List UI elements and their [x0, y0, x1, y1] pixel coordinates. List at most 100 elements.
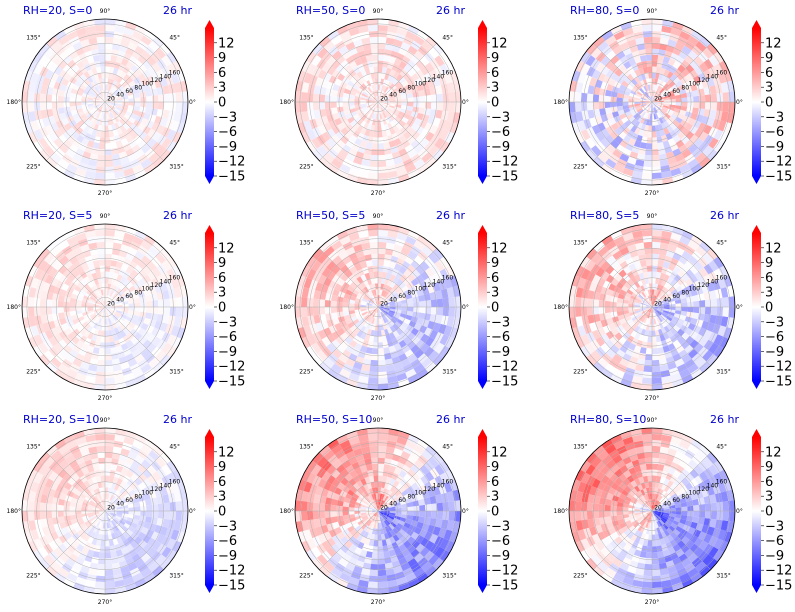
angle-tick-label: 180° [7, 99, 21, 106]
angular-gridline [593, 306, 653, 366]
radial-tick-label: 80 [681, 84, 689, 91]
colorbar-tick-label: 9 [491, 460, 499, 475]
colorbar-tick-label: 9 [218, 460, 226, 475]
radial-tick-label: 140 [707, 482, 719, 489]
colorbar-tick-label: 3 [765, 81, 773, 96]
radial-tick-label: 160 [442, 479, 454, 486]
colorbar-tick-label: 12 [218, 36, 235, 51]
polar-panel: 0°45°90°135°180°225°270°315°204060801001… [7, 4, 246, 197]
panel-time-label: 26 hr [436, 209, 465, 222]
angle-tick-label: 90° [100, 417, 111, 424]
colorbar-gradient [752, 233, 761, 381]
polar-frame [294, 18, 462, 186]
angle-tick-label: 315° [716, 368, 730, 375]
angle-tick-label: 90° [100, 8, 111, 15]
radial-tick-label: 140 [707, 278, 719, 285]
angle-tick-label: 90° [647, 8, 658, 15]
radial-tick-label: 120 [151, 282, 163, 289]
radial-tick-label: 60 [672, 497, 680, 504]
colorbar-tick-label: −12 [765, 360, 792, 375]
angle-tick-label: 90° [647, 213, 658, 220]
colorbar-tick-label: −6 [765, 330, 784, 345]
angular-gridline [104, 43, 164, 103]
angular-gridline [46, 101, 106, 161]
radial-tick-label: 40 [116, 92, 124, 99]
colorbar-tick-label: −3 [218, 110, 237, 125]
colorbar-tick-label: 0 [218, 505, 226, 520]
polar-panel: 0°45°90°135°180°225°270°315°204060801001… [280, 4, 519, 197]
radial-tick-label: 40 [389, 92, 397, 99]
colorbar-tick-label: 3 [765, 286, 773, 301]
colorbar-tick-label: −15 [491, 170, 518, 185]
colorbar-extend-max [478, 225, 487, 233]
polar-panel: 0°45°90°135°180°225°270°315°204060801001… [7, 413, 246, 606]
colorbar-tick-label: 6 [218, 271, 226, 286]
colorbar-tick-label: −15 [218, 375, 245, 390]
panel-time-label: 26 hr [163, 4, 192, 17]
radial-tick-label: 140 [433, 482, 445, 489]
colorbar-extend-min [752, 176, 761, 184]
panel-time-label: 26 hr [436, 413, 465, 426]
colorbar-gradient [478, 437, 487, 585]
colorbar-tick-label: 12 [491, 241, 508, 256]
colorbar-tick-label: 9 [491, 51, 499, 66]
colorbar-extend-max [205, 429, 214, 437]
colorbar-tick-label: −15 [218, 170, 245, 185]
panel-time-label: 26 hr [710, 4, 739, 17]
colorbar-gradient [752, 28, 761, 176]
polar-frame [21, 18, 189, 186]
polar-frame [21, 223, 189, 391]
radial-tick-label: 120 [698, 486, 710, 493]
radial-tick-label: 140 [160, 73, 172, 80]
panel-title: RH=20, S=10 [23, 413, 99, 426]
angle-tick-label: 315° [716, 163, 730, 170]
colorbar-tick-label: −15 [765, 375, 792, 390]
panel-time-label: 26 hr [163, 209, 192, 222]
polar-panel: 0°45°90°135°180°225°270°315°204060801001… [554, 4, 793, 197]
angle-tick-label: 45° [442, 444, 453, 451]
angle-tick-label: 90° [647, 417, 658, 424]
colorbar-tick-label: −12 [491, 360, 518, 375]
angle-tick-label: 45° [169, 240, 180, 247]
angle-tick-label: 45° [442, 240, 453, 247]
radial-tick-label: 40 [116, 501, 124, 508]
radial-tick-label: 60 [125, 497, 133, 504]
angle-tick-label: 270° [645, 395, 659, 402]
angle-tick-label: 0° [189, 508, 196, 515]
colorbar-extend-min [478, 381, 487, 389]
colorbar-tick-label: 0 [765, 301, 773, 316]
colorbar-tick-label: 6 [765, 271, 773, 286]
radial-tick-label: 20 [380, 95, 388, 102]
radial-tick-label: 120 [698, 282, 710, 289]
colorbar-tick-label: −9 [218, 345, 237, 360]
colorbar-tick-label: −3 [218, 519, 237, 534]
colorbar-tick-label: 6 [491, 271, 499, 286]
angular-gridline [377, 510, 437, 570]
angle-tick-label: 0° [462, 304, 469, 311]
radial-tick-label: 40 [389, 501, 397, 508]
angle-tick-label: 45° [169, 35, 180, 42]
polar-panel: 0°45°90°135°180°225°270°315°204060801001… [7, 209, 246, 402]
colorbar-extend-max [205, 225, 214, 233]
angle-tick-label: 0° [736, 304, 743, 311]
angle-tick-label: 0° [189, 304, 196, 311]
angular-gridline [377, 306, 437, 366]
angle-tick-label: 45° [716, 35, 727, 42]
colorbar-tick-label: 9 [765, 460, 773, 475]
angular-gridline [319, 510, 379, 570]
radial-tick-label: 60 [672, 293, 680, 300]
angular-gridline [46, 306, 106, 366]
radial-tick-label: 40 [663, 92, 671, 99]
radial-tick-label: 100 [689, 490, 701, 497]
colorbar-tick-label: −3 [491, 519, 510, 534]
angle-tick-label: 180° [554, 99, 568, 106]
angle-tick-label: 270° [98, 599, 112, 606]
radial-tick-label: 20 [107, 300, 115, 307]
colorbar-tick-label: 12 [491, 445, 508, 460]
angular-gridline [104, 452, 164, 512]
panel-time-label: 26 hr [710, 413, 739, 426]
panel-title: RH=80, S=0 [570, 4, 639, 17]
radial-tick-label: 120 [151, 486, 163, 493]
radial-tick-label: 100 [142, 81, 154, 88]
